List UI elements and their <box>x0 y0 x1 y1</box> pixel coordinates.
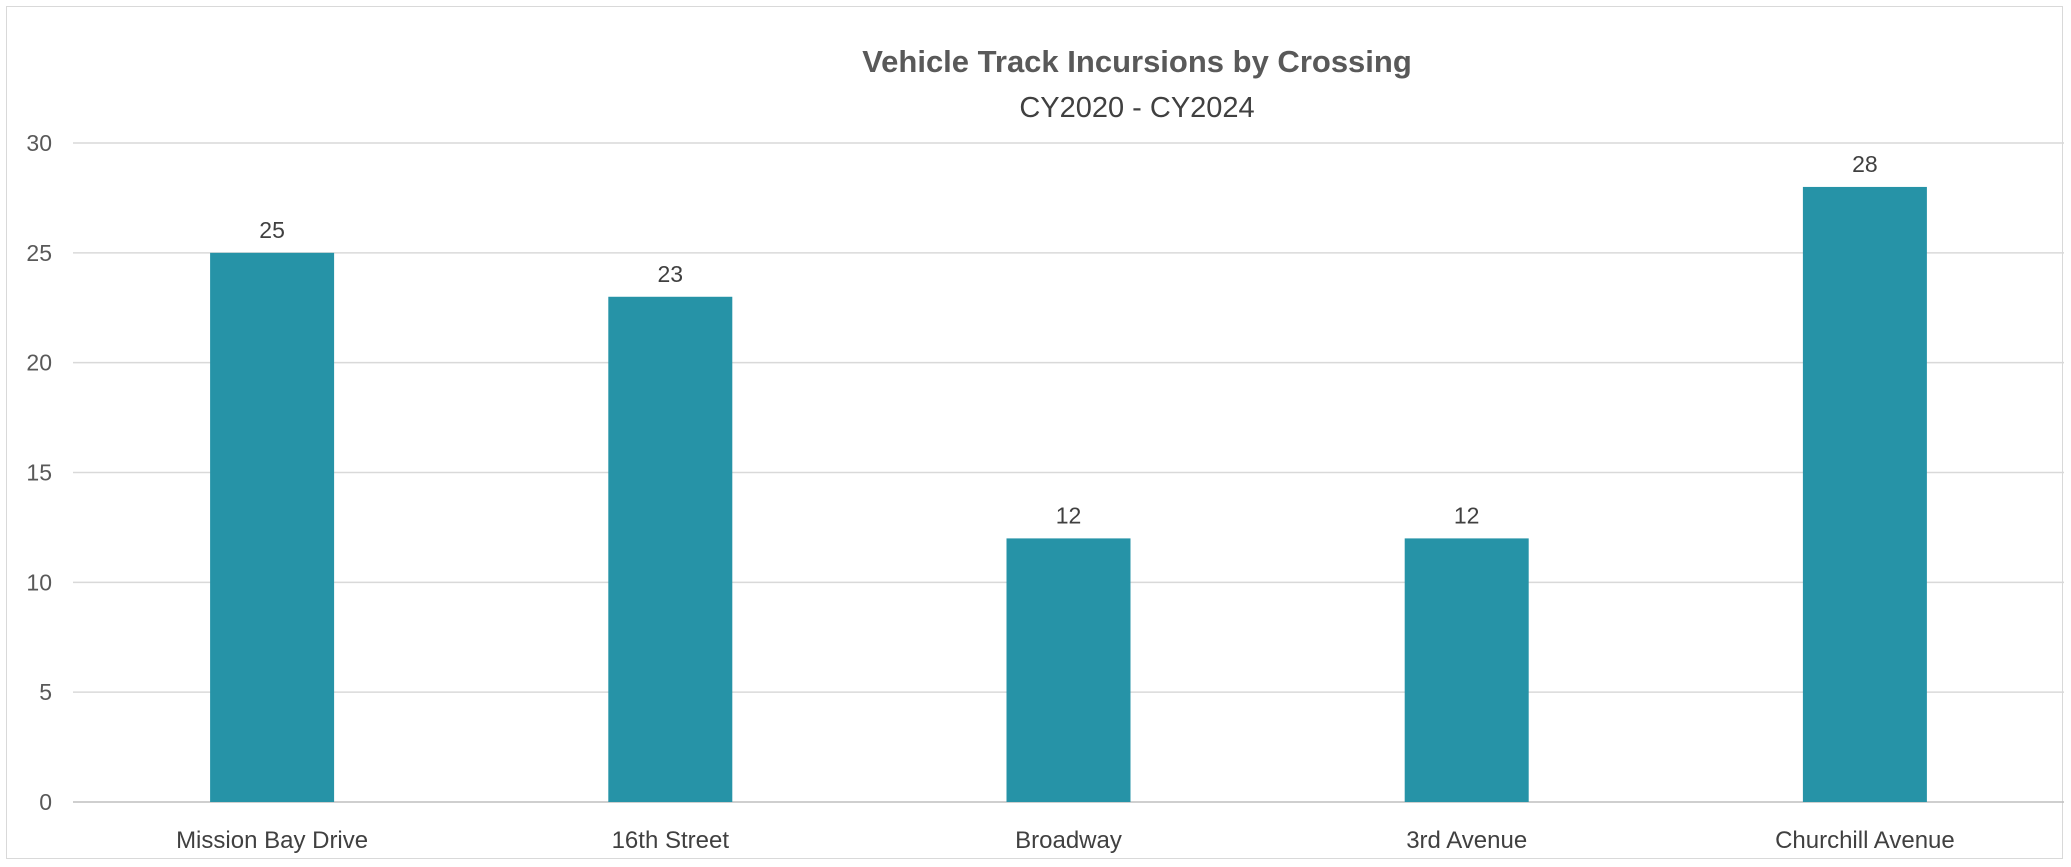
x-tick-label: Broadway <box>1015 827 1122 854</box>
bar <box>1006 538 1131 802</box>
data-label: 12 <box>1056 502 1082 528</box>
x-tick-label: Churchill Avenue <box>1775 827 1955 854</box>
data-label: 25 <box>259 217 285 243</box>
bar <box>210 252 335 803</box>
bar <box>1404 538 1529 802</box>
y-tick-label: 10 <box>26 569 52 595</box>
data-label: 23 <box>658 261 684 287</box>
y-tick-label: 20 <box>26 350 52 376</box>
gridlines <box>73 142 2064 803</box>
x-tick-label: 3rd Avenue <box>1406 827 1527 854</box>
y-axis: 0 5 10 15 20 25 30 <box>26 130 52 815</box>
chart-title: Vehicle Track Incursions by Crossing <box>862 44 1412 79</box>
data-label: 28 <box>1852 151 1878 177</box>
y-tick-label: 30 <box>26 130 52 156</box>
x-axis: Mission Bay Drive 16th Street Broadway 3rd … <box>176 827 1955 854</box>
bar <box>1802 186 1927 802</box>
bar <box>608 296 733 802</box>
y-tick-label: 0 <box>39 789 52 815</box>
y-tick-label: 15 <box>26 460 52 486</box>
data-label: 12 <box>1454 502 1480 528</box>
y-tick-label: 25 <box>26 240 52 266</box>
bars <box>210 186 1927 803</box>
y-tick-label: 5 <box>39 679 52 705</box>
chart-subtitle: CY2020 - CY2024 <box>1019 92 1254 124</box>
x-tick-label: 16th Street <box>612 827 730 854</box>
data-labels: 25 23 12 12 28 <box>259 151 1877 528</box>
x-tick-label: Mission Bay Drive <box>176 827 368 854</box>
